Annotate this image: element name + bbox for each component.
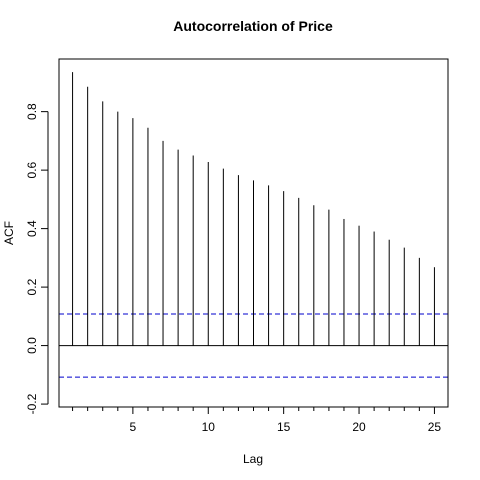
y-tick-label-2: 0.2 (25, 278, 39, 295)
y-axis-label: ACF (2, 221, 16, 245)
x-tick-label-15: 15 (277, 420, 291, 434)
y-tick-label-4: 0.6 (25, 161, 39, 178)
y-tick-label-3: 0.4 (25, 220, 39, 237)
x-tick-label-25: 25 (428, 420, 442, 434)
x-tick-label-20: 20 (352, 420, 366, 434)
x-tick-label-5: 5 (130, 420, 137, 434)
plot-frame (58, 58, 449, 408)
y-tick-label-5: 0.8 (25, 103, 39, 120)
chart-title: Autocorrelation of Price (173, 18, 333, 34)
y-tick-label-0: -0.2 (25, 393, 39, 414)
x-tick-label-10: 10 (202, 420, 216, 434)
y-tick-label-1: 0.0 (25, 337, 39, 354)
x-axis-label: Lag (243, 452, 263, 466)
